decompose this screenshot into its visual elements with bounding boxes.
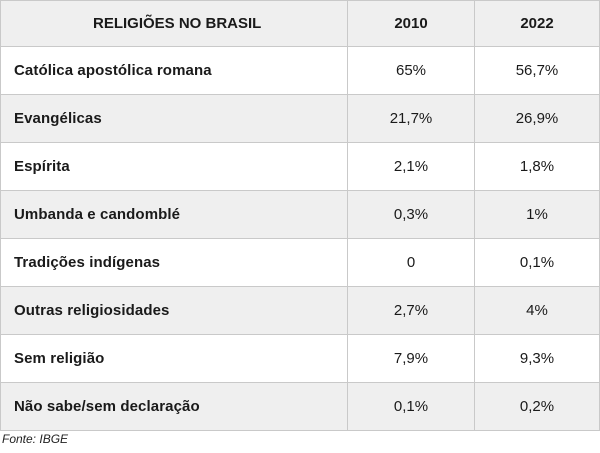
table-row: Umbanda e candomblé 0,3% 1% xyxy=(0,190,600,239)
table-header-row: RELIGIÕES NO BRASIL 2010 2022 xyxy=(0,0,600,47)
table-row: Católica apostólica romana 65% 56,7% xyxy=(0,46,600,95)
religion-name: Evangélicas xyxy=(0,94,348,143)
value-2010: 2,7% xyxy=(347,286,475,335)
value-2022: 1% xyxy=(474,190,600,239)
value-2010: 2,1% xyxy=(347,142,475,191)
value-2022: 9,3% xyxy=(474,334,600,383)
religion-name: Espírita xyxy=(0,142,348,191)
source-note: Fonte: IBGE xyxy=(2,432,69,446)
value-2010: 0,3% xyxy=(347,190,475,239)
religion-name: Sem religião xyxy=(0,334,348,383)
table-row: Espírita 2,1% 1,8% xyxy=(0,142,600,191)
value-2022: 4% xyxy=(474,286,600,335)
table-row: Sem religião 7,9% 9,3% xyxy=(0,334,600,383)
religion-name: Tradições indígenas xyxy=(0,238,348,287)
table-row: Evangélicas 21,7% 26,9% xyxy=(0,94,600,143)
value-2010: 0 xyxy=(347,238,475,287)
value-2022: 1,8% xyxy=(474,142,600,191)
value-2022: 0,1% xyxy=(474,238,600,287)
religions-table: RELIGIÕES NO BRASIL 2010 2022 Católica a… xyxy=(0,0,600,431)
header-2010: 2010 xyxy=(347,0,475,47)
table-row: Outras religiosidades 2,7% 4% xyxy=(0,286,600,335)
value-2010: 0,1% xyxy=(347,382,475,431)
religion-name: Católica apostólica romana xyxy=(0,46,348,95)
value-2022: 0,2% xyxy=(474,382,600,431)
table-row: Não sabe/sem declaração 0,1% 0,2% xyxy=(0,382,600,431)
religion-name: Outras religiosidades xyxy=(0,286,348,335)
religion-name: Não sabe/sem declaração xyxy=(0,382,348,431)
value-2010: 21,7% xyxy=(347,94,475,143)
header-religions: RELIGIÕES NO BRASIL xyxy=(0,0,348,47)
header-2022: 2022 xyxy=(474,0,600,47)
religion-name: Umbanda e candomblé xyxy=(0,190,348,239)
value-2010: 7,9% xyxy=(347,334,475,383)
table-row: Tradições indígenas 0 0,1% xyxy=(0,238,600,287)
value-2022: 56,7% xyxy=(474,46,600,95)
value-2010: 65% xyxy=(347,46,475,95)
value-2022: 26,9% xyxy=(474,94,600,143)
religions-table-container: RELIGIÕES NO BRASIL 2010 2022 Católica a… xyxy=(0,0,600,431)
